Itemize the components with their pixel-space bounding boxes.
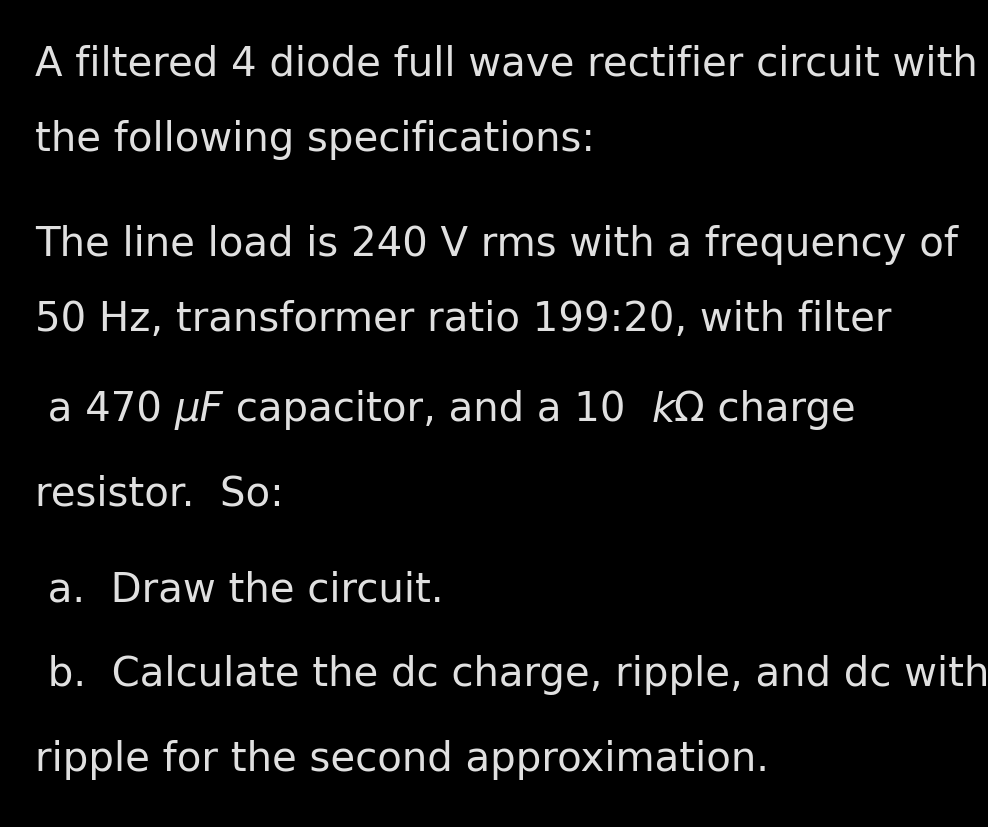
Text: capacitor, and a 10: capacitor, and a 10	[223, 390, 651, 429]
Text: 50 Hz, transformer ratio 199:20, with filter: 50 Hz, transformer ratio 199:20, with fi…	[35, 299, 891, 340]
Text: b.  Calculate the dc charge, ripple, and dc with: b. Calculate the dc charge, ripple, and …	[35, 654, 988, 694]
Text: A filtered 4 diode full wave rectifier circuit with: A filtered 4 diode full wave rectifier c…	[35, 45, 978, 85]
Text: ripple for the second approximation.: ripple for the second approximation.	[35, 739, 769, 779]
Text: k: k	[651, 390, 675, 429]
Text: μF: μF	[175, 390, 223, 429]
Text: Ω charge: Ω charge	[675, 390, 857, 429]
Text: The line load is 240 V rms with a frequency of: The line load is 240 V rms with a freque…	[35, 225, 958, 265]
Text: a 470: a 470	[35, 390, 175, 429]
Text: resistor.  So:: resistor. So:	[35, 475, 284, 514]
Text: a.  Draw the circuit.: a. Draw the circuit.	[35, 569, 444, 609]
Text: the following specifications:: the following specifications:	[35, 120, 595, 160]
